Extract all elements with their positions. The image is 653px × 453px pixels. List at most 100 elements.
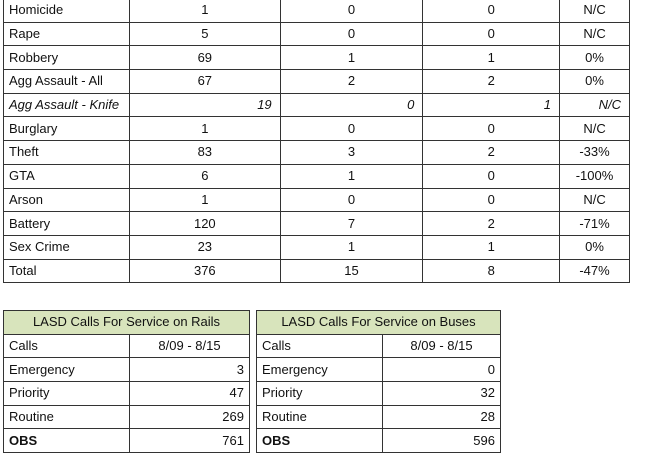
count-cell: 120	[128, 211, 281, 236]
count-cell: 2	[422, 140, 561, 165]
crime-row: Total 376 15 8 -47%	[3, 258, 630, 284]
call-type: Routine	[3, 404, 130, 430]
call-type: Routine	[256, 404, 383, 430]
percent-change: 0%	[559, 45, 630, 71]
crime-row: Rape 5 0 0 N/C	[3, 21, 630, 47]
count-cell: 376	[128, 258, 281, 284]
count-cell: 0	[279, 92, 424, 118]
count-cell: 1	[279, 163, 424, 189]
buses-calls-table: LASD Calls For Service on Buses Calls 8/0…	[256, 310, 501, 453]
count-cell: 0	[279, 21, 424, 47]
call-count: 47	[129, 381, 250, 406]
rails-calls-table: LASD Calls For Service on Rails Calls 8/0…	[3, 310, 250, 453]
rails-col-label: Calls	[3, 333, 130, 359]
crime-label: Arson	[3, 187, 130, 213]
percent-change: 0%	[559, 234, 630, 260]
call-type: OBS	[256, 428, 383, 453]
call-count: 3	[129, 357, 250, 383]
count-cell: 1	[128, 116, 281, 142]
count-cell: 1	[279, 234, 424, 260]
call-count: 0	[382, 357, 501, 383]
call-count: 32	[382, 381, 501, 406]
call-type: Priority	[256, 381, 383, 406]
rails-row: Emergency 3	[3, 357, 250, 383]
call-type: Emergency	[3, 357, 130, 383]
rails-col-date: 8/09 - 8/15	[129, 333, 250, 359]
buses-row: Routine 28	[256, 404, 501, 430]
count-cell: 0	[422, 163, 561, 189]
crime-label: Battery	[3, 211, 130, 236]
percent-change: 0%	[559, 69, 630, 94]
crime-label: Theft	[3, 140, 130, 165]
count-cell: 7	[279, 211, 424, 236]
rails-title: LASD Calls For Service on Rails	[3, 310, 250, 335]
call-type: Emergency	[256, 357, 383, 383]
call-count: 269	[129, 404, 250, 430]
count-cell: 83	[128, 140, 281, 165]
percent-change: N/C	[559, 0, 630, 23]
crime-row: Agg Assault - Knife 19 0 1 N/C	[3, 92, 630, 118]
count-cell: 2	[422, 69, 561, 94]
count-cell: 0	[279, 116, 424, 142]
call-type: OBS	[3, 428, 130, 453]
count-cell: 5	[128, 21, 281, 47]
count-cell: 6	[128, 163, 281, 189]
count-cell: 23	[128, 234, 281, 260]
buses-row: Emergency 0	[256, 357, 501, 383]
percent-change: -33%	[559, 140, 630, 165]
crime-label: Agg Assault - Knife	[3, 92, 130, 118]
rails-row: OBS 761	[3, 428, 250, 453]
count-cell: 2	[279, 69, 424, 94]
crime-label: Agg Assault - All	[3, 69, 130, 94]
count-cell: 69	[128, 45, 281, 71]
crime-label: Homicide	[3, 0, 130, 23]
rails-row: Priority 47	[3, 381, 250, 406]
count-cell: 15	[279, 258, 424, 284]
call-count: 28	[382, 404, 501, 430]
percent-change: N/C	[559, 187, 630, 213]
crime-row: GTA 6 1 0 -100%	[3, 163, 630, 189]
count-cell: 0	[279, 0, 424, 23]
count-cell: 0	[279, 187, 424, 213]
count-cell: 1	[422, 92, 561, 118]
count-cell: 1	[128, 187, 281, 213]
crime-row: Homicide 1 0 0 N/C	[3, 0, 630, 23]
count-cell: 1	[422, 45, 561, 71]
buses-col-date: 8/09 - 8/15	[382, 333, 501, 359]
buses-row: OBS 596	[256, 428, 501, 453]
percent-change: -47%	[559, 258, 630, 284]
count-cell: 0	[422, 187, 561, 213]
crime-row: Battery 120 7 2 -71%	[3, 211, 630, 236]
crime-label: GTA	[3, 163, 130, 189]
count-cell: 1	[128, 0, 281, 23]
percent-change: N/C	[559, 116, 630, 142]
call-type: Priority	[3, 381, 130, 406]
crime-label: Sex Crime	[3, 234, 130, 260]
percent-change: -71%	[559, 211, 630, 236]
crime-label: Burglary	[3, 116, 130, 142]
count-cell: 8	[422, 258, 561, 284]
count-cell: 2	[422, 211, 561, 236]
buses-title: LASD Calls For Service on Buses	[256, 310, 501, 335]
crime-row: Burglary 1 0 0 N/C	[3, 116, 630, 142]
percent-change: -100%	[559, 163, 630, 189]
percent-change: N/C	[559, 92, 630, 118]
crime-label: Robbery	[3, 45, 130, 71]
count-cell: 3	[279, 140, 424, 165]
count-cell: 0	[422, 116, 561, 142]
percent-change: N/C	[559, 21, 630, 47]
crime-row: Theft 83 3 2 -33%	[3, 140, 630, 165]
crime-row: Arson 1 0 0 N/C	[3, 187, 630, 213]
count-cell: 0	[422, 21, 561, 47]
call-count: 761	[129, 428, 250, 453]
count-cell: 67	[128, 69, 281, 94]
crime-label: Total	[3, 258, 130, 284]
buses-row: Priority 32	[256, 381, 501, 406]
crime-row: Agg Assault - All 67 2 2 0%	[3, 69, 630, 94]
count-cell: 1	[279, 45, 424, 71]
crime-stats-table: Homicide 1 0 0 N/C Rape 5 0 0 N/C Robbery 69 1 1 0% Agg…	[3, 0, 630, 284]
count-cell: 1	[422, 234, 561, 260]
count-cell: 0	[422, 0, 561, 23]
call-count: 596	[382, 428, 501, 453]
crime-row: Robbery 69 1 1 0%	[3, 45, 630, 71]
